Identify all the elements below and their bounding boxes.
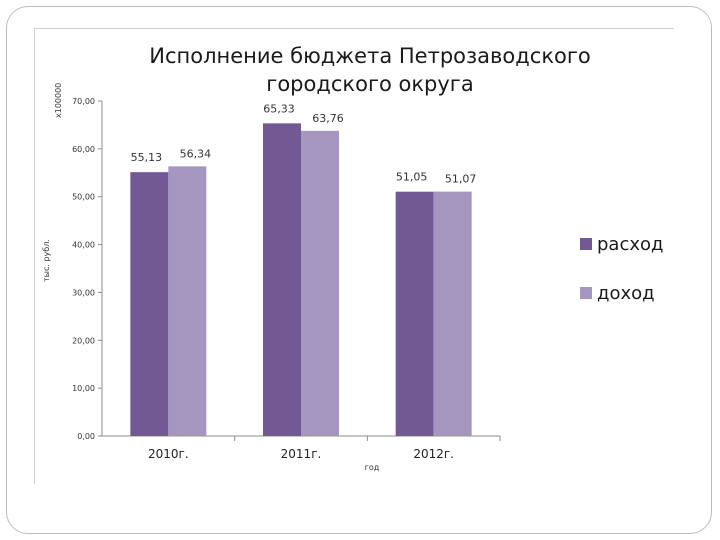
slide-frame bbox=[6, 6, 712, 534]
legend-swatch-expense bbox=[580, 238, 592, 250]
y-tick-label: 30,00 bbox=[72, 288, 95, 297]
y-tick-label: 20,00 bbox=[72, 336, 95, 345]
data-label: 55,13 bbox=[131, 151, 163, 164]
data-label: 51,05 bbox=[396, 171, 428, 184]
bar-expense bbox=[130, 172, 169, 436]
y-tick-label: 60,00 bbox=[72, 145, 95, 154]
legend-item-expense: расход bbox=[580, 232, 663, 256]
legend: расход доход bbox=[580, 232, 663, 330]
legend-label-income: доход bbox=[597, 282, 655, 304]
y-tick-label: 40,00 bbox=[72, 241, 95, 250]
chart-title: Исполнение бюджета Петрозаводского город… bbox=[149, 44, 591, 96]
bar-income bbox=[301, 130, 339, 436]
x-tick-label: 2012г. bbox=[413, 447, 454, 461]
x-tick-label: 2011г. bbox=[281, 447, 322, 461]
chart-area-border-top bbox=[34, 28, 674, 29]
chart-area-border-left bbox=[34, 28, 35, 484]
x-tick-label: 2010г. bbox=[148, 447, 189, 461]
legend-label-expense: расход bbox=[597, 233, 664, 255]
bar-income bbox=[433, 191, 472, 436]
legend-item-income: доход bbox=[580, 281, 663, 305]
y-tick-label: 0,00 bbox=[77, 432, 95, 441]
y-tick-label: 70,00 bbox=[72, 97, 95, 106]
data-label: 63,76 bbox=[312, 112, 344, 125]
y-tick-label: 50,00 bbox=[72, 193, 95, 202]
y-tick-label: 10,00 bbox=[72, 384, 95, 393]
bar-expense bbox=[263, 123, 301, 436]
x-axis-label: год bbox=[365, 463, 380, 472]
data-label: 65,33 bbox=[263, 102, 295, 115]
bar-income bbox=[168, 166, 207, 436]
legend-swatch-income bbox=[580, 287, 592, 299]
bar-expense bbox=[395, 191, 434, 436]
data-label: 51,07 bbox=[445, 173, 477, 186]
data-label: 56,34 bbox=[180, 147, 212, 160]
